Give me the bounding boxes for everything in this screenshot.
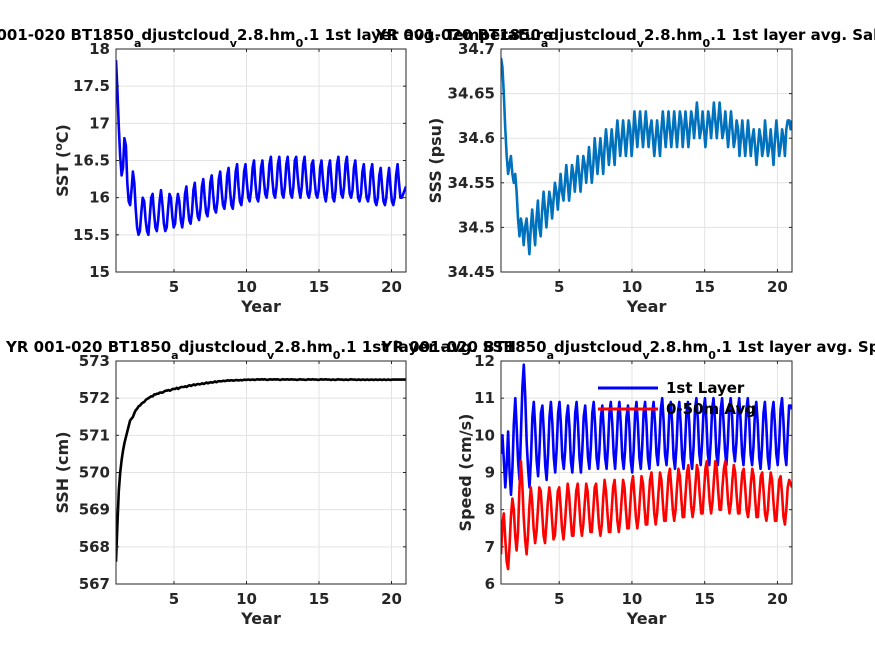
series-line-sss (501, 57, 792, 256)
y-tick-label: 15.5 (73, 226, 110, 244)
y-tick-label: 567 (79, 575, 110, 593)
y-tick-label: 16 (89, 189, 110, 207)
y-tick-label: 12 (474, 352, 495, 370)
y-tick-label: 34.5 (458, 218, 495, 236)
x-axis-label: Year (240, 609, 281, 628)
y-tick-label: 9 (485, 464, 495, 482)
series-line-sst (116, 60, 406, 237)
x-tick-label: 10 (236, 590, 257, 608)
y-axis-label: SSH (cm) (53, 431, 72, 513)
x-tick-label: 20 (381, 590, 402, 608)
x-tick-label: 15 (309, 278, 330, 296)
y-tick-label: 17.5 (73, 77, 110, 95)
subplot-title: YR 001-020 BT1850adjustcloudv2.8.hm0.1 1… (5, 338, 516, 362)
y-tick-label: 34.55 (448, 174, 495, 192)
series-line-0-50m-avg (501, 460, 792, 571)
y-tick-label: 571 (79, 426, 110, 444)
y-tick-label: 34.7 (458, 40, 495, 58)
subplot-grid: 5 10 15 20 15 15.5 16 16.5 17 17.5 18 Year SST (oC) Y… (0, 26, 875, 628)
x-tick-label: 5 (554, 590, 564, 608)
x-tick-label: 15 (309, 590, 330, 608)
axes-frame (500, 48, 793, 273)
x-tick-label: 15 (694, 278, 715, 296)
y-tick-label: 16.5 (73, 152, 110, 170)
y-tick-label: 568 (79, 538, 110, 556)
x-tick-label: 5 (554, 278, 564, 296)
series-line-1st-layer (501, 363, 792, 497)
subplot-ssh: 5 10 15 20 567 568 569 570 571 572 573 Year SSH (cm)… (5, 338, 516, 628)
y-tick-label: 573 (79, 352, 110, 370)
legend-entry-label: 0-50m Avg (666, 400, 756, 418)
x-tick-label: 20 (381, 278, 402, 296)
y-tick-label: 34.6 (458, 129, 495, 147)
x-axis-label: Year (626, 297, 667, 316)
x-axis-label: Year (626, 609, 667, 628)
y-tick-label: 6 (485, 575, 495, 593)
legend-entry-label: 1st Layer (666, 379, 745, 397)
y-tick-label: 34.65 (448, 85, 495, 103)
x-tick-label: 10 (622, 278, 643, 296)
x-tick-label: 20 (767, 590, 788, 608)
y-tick-label: 570 (79, 464, 110, 482)
y-tick-label: 17 (89, 114, 110, 132)
x-tick-label: 5 (169, 278, 179, 296)
axes-background (501, 49, 792, 272)
y-axis-label: SSS (psu) (426, 118, 445, 204)
x-tick-label: 15 (694, 590, 715, 608)
y-tick-label: 572 (79, 389, 110, 407)
y-tick-label: 15 (89, 263, 110, 281)
x-tick-label: 20 (767, 278, 788, 296)
subplot-speed: 5 10 15 20 6 7 8 9 10 11 12 Year Speed (cm/s) YR 001-… (380, 338, 875, 628)
legend: 1st Layer 0-50m Avg (598, 379, 756, 418)
subplot-sss: 5 10 15 20 34.45 34.5 34.55 34.6 34.65 34.7 Year SS… (375, 26, 875, 316)
x-axis-label: Year (240, 297, 281, 316)
x-tick-label: 10 (236, 278, 257, 296)
x-tick-label: 10 (622, 590, 643, 608)
y-axis-label: SST (oC) (52, 124, 73, 197)
y-axis-label: Speed (cm/s) (456, 414, 475, 532)
y-tick-label: 18 (89, 40, 110, 58)
y-tick-label: 7 (485, 538, 495, 556)
series-line-ssh (116, 377, 406, 562)
subplot-title: YR 001-020 BT1850adjustcloudv2.8.hm0.1 1… (375, 26, 875, 50)
x-tick-label: 5 (169, 590, 179, 608)
y-tick-label: 34.45 (448, 263, 495, 281)
subplot-title: YR 001-020 BT1850adjustcloudv2.8.hm0.1 1… (380, 338, 875, 362)
y-tick-label: 11 (474, 389, 495, 407)
y-tick-label: 8 (485, 501, 495, 519)
y-tick-label: 10 (474, 426, 495, 444)
y-tick-label: 569 (79, 501, 110, 519)
